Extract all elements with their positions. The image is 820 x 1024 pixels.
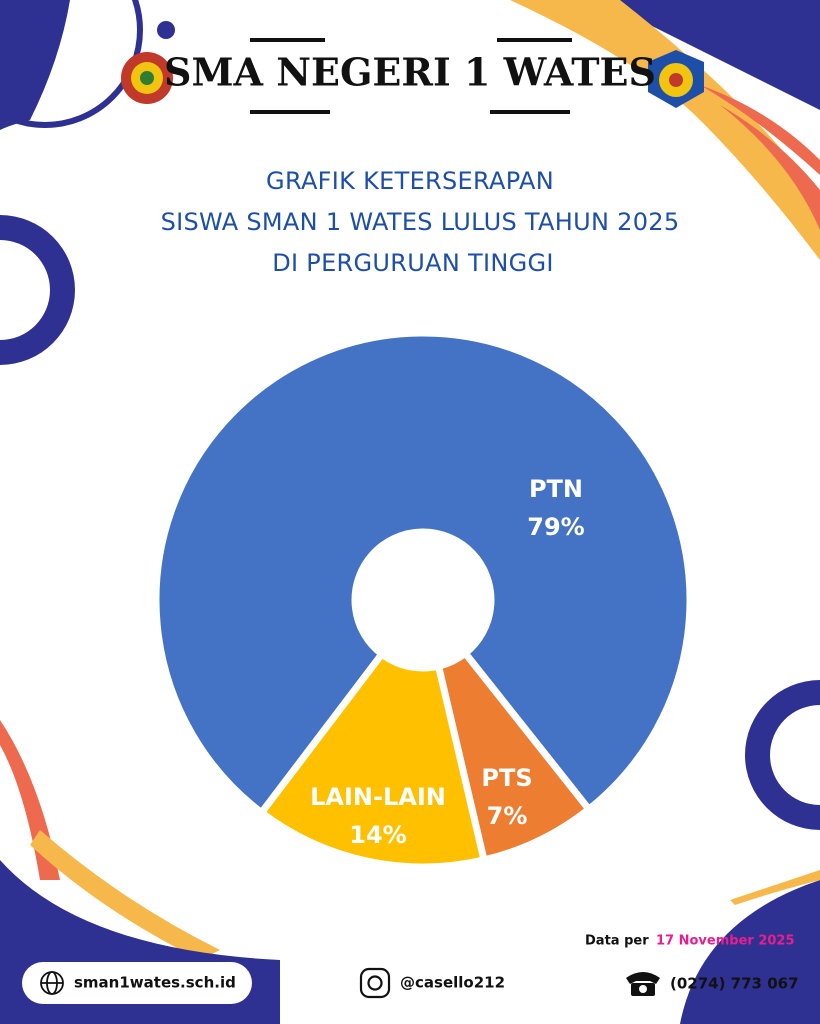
instagram-icon [359,967,391,999]
phone[interactable]: (0274) 773 067 [670,975,799,993]
chart-title: GRAFIK KETERSERAPAN [266,167,554,195]
value-label: 79% [527,513,584,541]
value-label: 7% [487,802,528,830]
slice-label: LAIN-LAIN [310,783,446,811]
website[interactable]: sman1wates.sch.id [74,974,236,992]
logo-right [648,50,704,108]
instagram[interactable]: @casello212 [400,974,505,992]
rule [497,38,572,42]
phone-icon [626,972,660,996]
value-label: 14% [349,821,406,849]
globe-icon [40,971,64,995]
rule [250,38,325,42]
date-prefix: Data per [585,934,649,949]
rule [490,110,570,114]
logo-left [121,52,173,104]
pie-slice [258,650,488,871]
slice-label: PTS [481,764,532,792]
pie-slice [152,329,694,817]
website-pill [22,962,252,1004]
rule [250,110,330,114]
header-title: SMA NEGERI 1 WATES [164,50,656,95]
chart-title: DI PERGURUAN TINGGI [272,249,554,277]
pie-chart: PTN 79% PTS 7% LAIN-LAIN 14% [152,329,694,871]
chart-title: SISWA SMAN 1 WATES LULUS TAHUN 2025 [161,208,680,236]
slice-label: PTN [529,475,583,503]
date: 17 November 2025 [656,934,795,949]
